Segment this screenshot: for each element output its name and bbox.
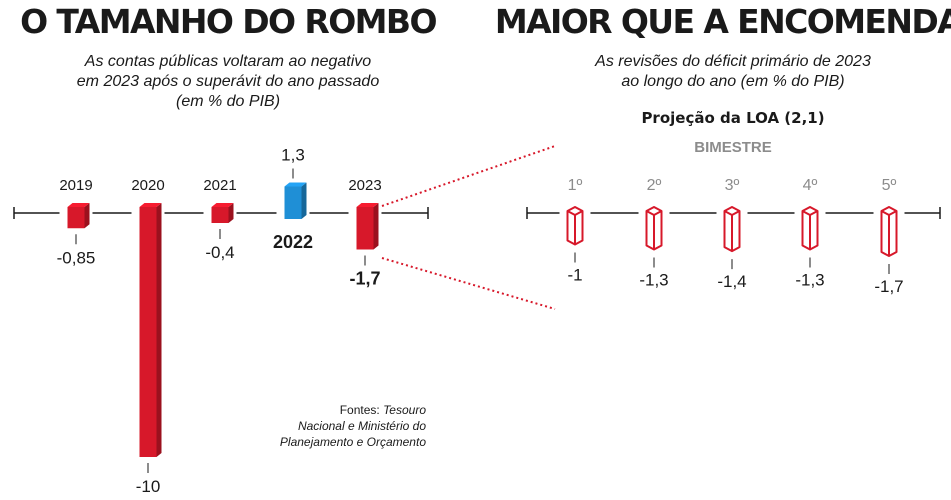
category-label: 2020 <box>131 177 164 194</box>
bar-side <box>84 203 90 229</box>
bar-top <box>139 203 162 207</box>
bar-side <box>156 203 162 457</box>
bimestre-label: 2º <box>647 177 662 194</box>
source-prefix: Fontes: <box>340 403 383 417</box>
chart1-title: O TAMANHO DO ROMBO <box>20 2 436 41</box>
chart1-subtitle-line-3: (em % do PIB) <box>176 93 280 110</box>
source-line-1: Tesouro <box>383 403 426 417</box>
bimestre-bar-3: 3º -1,4 <box>716 177 748 291</box>
bar-2023: 2023 -1,7 <box>348 177 381 289</box>
bar-2019: 2019 -0,85 <box>57 177 96 267</box>
bar-2022: 2022 1,3 <box>273 146 313 253</box>
bimestre-bar-5: 5º -1,7 <box>873 177 905 296</box>
bar-side <box>228 203 234 223</box>
chart2-subtitle-line-2: ao longo do ano (em % do PIB) <box>621 73 844 90</box>
chart2-bars: 1º -1 2º -1,3 3º -1,4 4º -1,3 5º -1,7 <box>559 177 905 296</box>
zoom-connector-top <box>381 145 556 207</box>
chart1-bars: 2019 -0,85 2020 -10 2021 -0,4 2022 1,3 2023 -1,7 <box>57 146 382 497</box>
value-label: -1,7 <box>874 277 903 296</box>
value-label: 1,3 <box>281 146 305 165</box>
source-note-line-1: Fontes: Tesouro <box>340 403 427 417</box>
bar-top <box>67 203 90 207</box>
bar-top <box>356 203 379 207</box>
bar-side <box>373 203 379 250</box>
bimestre-label: 4º <box>803 177 818 194</box>
bar-front <box>356 207 374 250</box>
value-label: -1,4 <box>717 272 746 291</box>
value-label: -1,3 <box>639 270 668 289</box>
bimestre-bar-1: 1º -1 <box>559 177 591 285</box>
bimestre-axis-label: BIMESTRE <box>694 139 772 156</box>
loa-projection-annotation: Projeção da LOA (2,1) <box>641 109 824 127</box>
category-label: 2019 <box>59 177 92 194</box>
bimestre-label: 5º <box>882 177 897 194</box>
bar-2020: 2020 -10 <box>131 177 164 496</box>
value-label: -0,4 <box>205 243 234 262</box>
bar-front <box>211 207 229 223</box>
bar-front <box>139 207 157 457</box>
value-label: -0,85 <box>57 248 96 267</box>
chart2-subtitle-line-1: As revisões do déficit primário de 2023 <box>594 53 871 70</box>
chart1-subtitle-line-2: em 2023 após o superávit do ano passado <box>77 73 380 90</box>
category-label: 2023 <box>348 177 381 194</box>
bar-front <box>67 207 85 229</box>
value-label: -1 <box>567 266 582 285</box>
bimestre-label: 3º <box>725 177 740 194</box>
chart1-subtitle-line-1: As contas públicas voltaram ao negativo <box>84 53 371 70</box>
value-label: -10 <box>136 477 161 496</box>
bimestre-bar-4: 4º -1,3 <box>794 177 826 289</box>
value-label: -1,7 <box>349 269 380 289</box>
value-label: -1,3 <box>795 270 824 289</box>
bar-top <box>284 182 307 187</box>
chart2-title: MAIOR QUE A ENCOMENDA <box>495 2 951 41</box>
bar-top <box>211 203 234 207</box>
category-label: 2022 <box>273 232 313 252</box>
category-label: 2021 <box>203 177 236 194</box>
bar-front <box>284 186 302 219</box>
bimestre-bar-2: 2º -1,3 <box>638 177 670 289</box>
source-line-3: Planejamento e Orçamento <box>280 435 426 449</box>
bimestre-label: 1º <box>568 177 583 194</box>
source-line-2: Nacional e Ministério do <box>298 419 426 433</box>
bar-side <box>301 182 307 219</box>
zoom-connector-bottom <box>381 257 556 310</box>
bar-2021: 2021 -0,4 <box>203 177 236 262</box>
